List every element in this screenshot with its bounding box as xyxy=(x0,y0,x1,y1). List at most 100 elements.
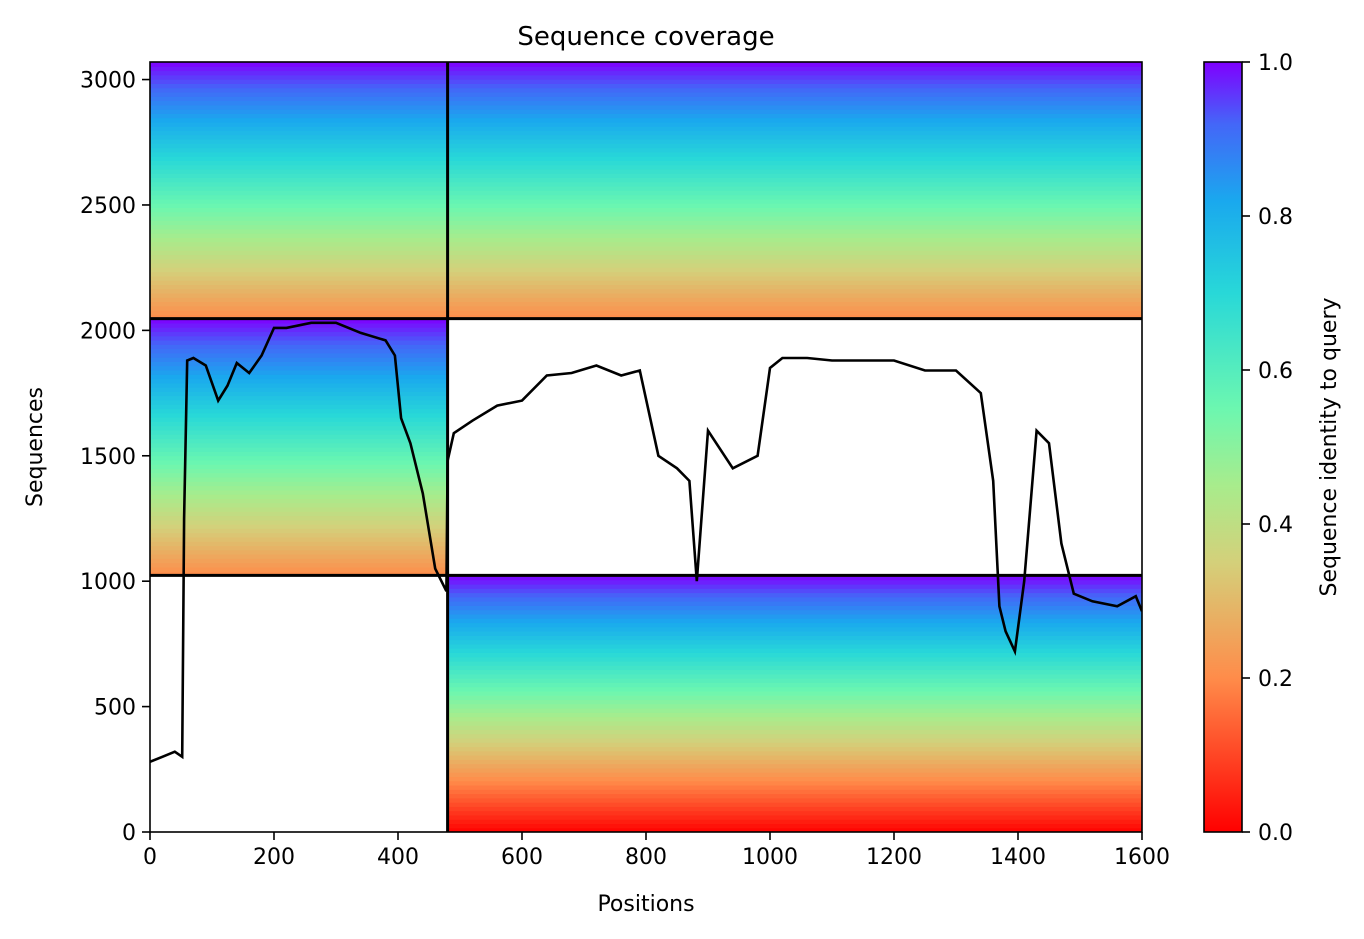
heatmap-cell xyxy=(447,703,1142,709)
heatmap-cell xyxy=(447,310,1142,315)
colorbar-label: Sequence identity to query xyxy=(1317,297,1342,596)
heatmap-cell xyxy=(150,314,448,320)
heatmap-cell xyxy=(150,425,448,431)
heatmap-cell xyxy=(150,387,448,392)
heatmap-cell xyxy=(447,746,1142,752)
heatmap-cell xyxy=(150,399,448,405)
x-tick-label: 800 xyxy=(625,845,667,870)
heatmap-cell xyxy=(150,70,448,76)
heatmap-cell xyxy=(447,245,1142,251)
heatmap-cell xyxy=(150,62,448,67)
heatmap-cell xyxy=(150,421,448,427)
x-tick-label: 200 xyxy=(253,845,295,870)
coverage-line xyxy=(150,321,1142,764)
heatmap-cell xyxy=(150,352,448,358)
heatmap-cell xyxy=(150,378,448,384)
x-axis-ticks: 0 200 400 600 800 1000 1200 1400 1600 xyxy=(143,832,1170,870)
heatmap-cell xyxy=(150,288,448,294)
heatmap-cell xyxy=(447,297,1142,303)
x-tick-label: 400 xyxy=(377,845,419,870)
heatmap-cell xyxy=(150,536,448,542)
heatmap-cell xyxy=(447,215,1142,221)
heatmap-cell xyxy=(150,408,448,414)
heatmap-cell xyxy=(150,511,448,517)
heatmap-cell xyxy=(150,404,448,410)
heatmap-cell xyxy=(447,130,1142,136)
heatmap-cell xyxy=(150,271,448,277)
heatmap-cell xyxy=(150,151,448,157)
heatmap-cell xyxy=(447,228,1142,234)
heatmap-cell xyxy=(447,776,1142,782)
heatmap-cell xyxy=(447,267,1142,273)
heatmap-cell xyxy=(447,575,1142,581)
heatmap-cell xyxy=(150,438,448,444)
heatmap-cell xyxy=(150,451,448,457)
x-axis-label: Positions xyxy=(597,892,694,917)
heatmap-cell xyxy=(150,374,448,380)
heatmap-cell xyxy=(150,284,448,290)
heatmap-cell xyxy=(150,335,448,341)
heatmap-cell xyxy=(447,305,1142,311)
y-tick-label: 500 xyxy=(94,696,136,721)
heatmap-cell xyxy=(447,579,1142,585)
heatmap-cell xyxy=(150,541,448,547)
heatmap-cell xyxy=(447,220,1142,226)
heatmap-cell xyxy=(447,250,1142,256)
y-tick-label: 1000 xyxy=(80,570,136,595)
heatmap-cell xyxy=(447,656,1142,662)
heatmap-cell xyxy=(447,819,1142,825)
heatmap-cell xyxy=(150,245,448,251)
colorbar-tick-label: 0.6 xyxy=(1258,359,1293,384)
heatmap-cell xyxy=(150,331,448,337)
heatmap-cell xyxy=(447,652,1142,658)
heatmap-cell xyxy=(447,241,1142,247)
heatmap-cell xyxy=(150,262,448,268)
heatmap-block xyxy=(150,62,448,320)
heatmap-cell xyxy=(447,168,1142,174)
heatmap-cell xyxy=(447,96,1142,102)
heatmap-cell xyxy=(150,344,448,350)
heatmap-cell xyxy=(150,233,448,238)
heatmap-cell xyxy=(447,643,1142,649)
heatmap-cell xyxy=(150,147,448,153)
heatmap-cell xyxy=(447,789,1142,795)
heatmap-cell xyxy=(150,126,448,132)
heatmap-cell xyxy=(150,100,448,106)
heatmap-cell xyxy=(447,292,1142,298)
heatmap-cell xyxy=(150,254,448,260)
heatmap-cell xyxy=(150,506,448,512)
heatmap-cell xyxy=(150,545,448,551)
heatmap-cell xyxy=(150,524,448,529)
heatmap-cell xyxy=(447,712,1142,718)
heatmap-cell xyxy=(150,395,448,401)
heatmap-cell xyxy=(447,618,1142,624)
y-tick-label: 0 xyxy=(122,821,136,846)
heatmap-cell xyxy=(447,678,1142,683)
heatmap-cell xyxy=(447,62,1142,67)
heatmap-cell xyxy=(150,87,448,93)
heatmap-cell xyxy=(447,631,1142,636)
heatmap-cell xyxy=(150,357,448,362)
heatmap-cell xyxy=(150,66,448,72)
heatmap-cell xyxy=(150,494,448,499)
x-tick-label: 600 xyxy=(501,845,543,870)
heatmap-cell xyxy=(447,772,1142,778)
heatmap-cell xyxy=(447,609,1142,615)
block-dividers xyxy=(150,62,1142,832)
heatmap-cell xyxy=(447,613,1142,619)
y-tick-label: 1500 xyxy=(80,445,136,470)
heatmap-cell xyxy=(150,156,448,161)
heatmap-cell xyxy=(447,314,1142,320)
heatmap-cell xyxy=(447,203,1142,208)
heatmap-cell xyxy=(150,292,448,298)
heatmap-cell xyxy=(150,96,448,102)
heatmap-cell xyxy=(150,203,448,208)
heatmap-cell xyxy=(447,100,1142,106)
heatmap-cell xyxy=(150,220,448,226)
heatmap-cell xyxy=(447,588,1142,594)
colorbar-tick-label: 0.0 xyxy=(1258,821,1293,846)
heatmap-cell xyxy=(447,784,1142,790)
x-tick-label: 1200 xyxy=(866,845,922,870)
heatmap-cell xyxy=(150,476,448,482)
